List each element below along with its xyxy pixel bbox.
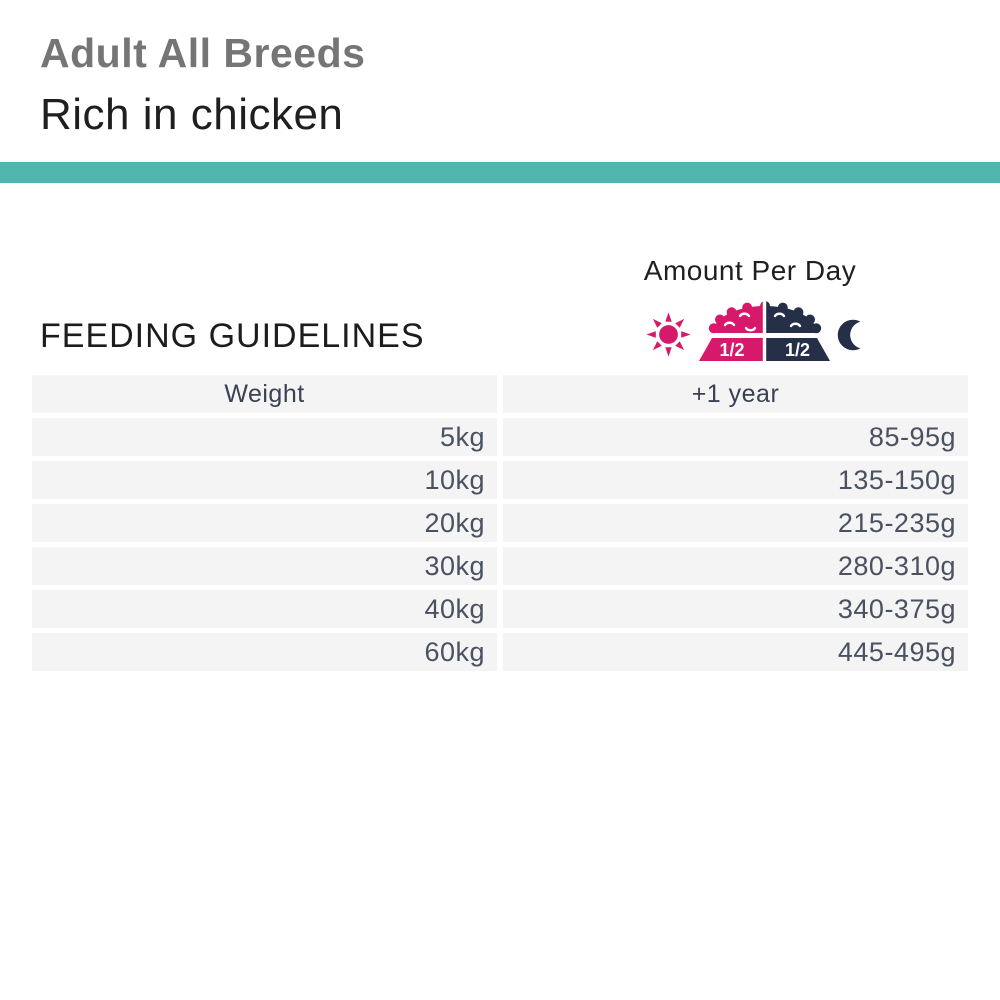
table-row-weight: 5kg xyxy=(32,418,497,456)
accent-divider-bar xyxy=(0,162,1000,183)
table-row-weight: 20kg xyxy=(32,504,497,542)
daily-portion-icons: 1/2 1/2 xyxy=(645,300,869,362)
table-row-amount: 85-95g xyxy=(503,418,968,456)
table-row-weight: 40kg xyxy=(32,590,497,628)
section-title: FEEDING GUIDELINES xyxy=(40,317,425,355)
amount-per-day-label: Amount Per Day xyxy=(643,255,857,286)
feeding-table: Weight +1 year 5kg 85-95g 10kg 135-150g … xyxy=(32,375,968,671)
morning-portion-label: 1/2 xyxy=(719,340,744,360)
kibble-texture xyxy=(723,312,802,332)
moon-icon xyxy=(837,319,869,351)
product-subtitle: Rich in chicken xyxy=(40,90,344,139)
column-header-age: +1 year xyxy=(503,375,968,413)
table-row-amount: 445-495g xyxy=(503,633,968,671)
sun-icon xyxy=(646,312,691,357)
table-row-amount: 340-375g xyxy=(503,590,968,628)
column-header-weight: Weight xyxy=(32,375,497,413)
table-row-amount: 215-235g xyxy=(503,504,968,542)
table-row-weight: 10kg xyxy=(32,461,497,499)
split-food-bowl-icon: 1/2 1/2 xyxy=(699,300,830,362)
table-row-amount: 135-150g xyxy=(503,461,968,499)
table-row-amount: 280-310g xyxy=(503,547,968,585)
table-row-weight: 30kg xyxy=(32,547,497,585)
table-row-weight: 60kg xyxy=(32,633,497,671)
product-title: Adult All Breeds xyxy=(40,30,366,76)
evening-portion-label: 1/2 xyxy=(785,340,810,360)
